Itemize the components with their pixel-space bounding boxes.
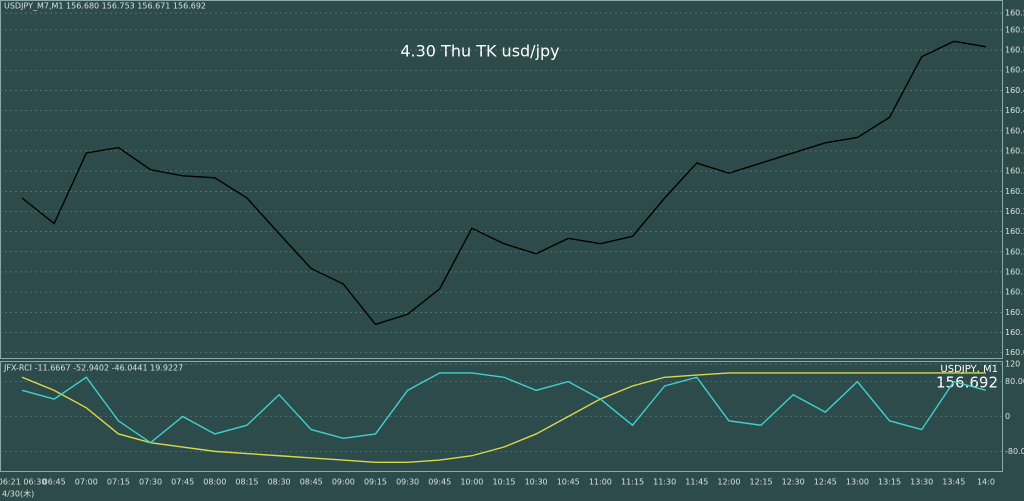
series-line — [21, 40, 987, 326]
y-tick-label: 160.495 — [1005, 66, 1024, 75]
x-tick-label: 07:30 — [139, 478, 162, 487]
x-tick-label: 08:15 — [235, 478, 258, 487]
y-tick-label: 160.525 — [1005, 46, 1024, 55]
x-tick-label: 13:30 — [910, 478, 933, 487]
y-tick-label: 160.225 — [1005, 247, 1024, 256]
x-tick-label: 12:30 — [782, 478, 805, 487]
y-tick-label: 160.075 — [1005, 348, 1024, 357]
symbol-label: USDJPY, M1 — [940, 364, 998, 375]
main-header: USDJPY_M7,M1 156.680 156.753 156.671 156… — [4, 2, 206, 11]
x-tick-label: 06:45 — [43, 478, 66, 487]
x-tick-label: 10:30 — [525, 478, 548, 487]
x-tick-label: 07:00 — [75, 478, 98, 487]
x-tick-label: 10:00 — [460, 478, 483, 487]
series-line — [21, 372, 986, 463]
y-tick-label: 80.0000 — [1005, 377, 1024, 386]
y-tick-label: 160.580 — [1005, 9, 1024, 18]
y-tick-label: 120 — [1005, 360, 1020, 369]
series-line — [21, 372, 987, 444]
x-tick-label: 09:00 — [332, 478, 355, 487]
y-tick-label: 160.465 — [1005, 86, 1024, 95]
y-tick-label: 160.555 — [1005, 25, 1024, 34]
last-price: 156.692 — [936, 374, 998, 392]
x-tick-label: 12:00 — [717, 478, 740, 487]
x-tick-label: 09:45 — [428, 478, 451, 487]
x-tick-label: 13:15 — [878, 478, 901, 487]
x-tick-label: 12:15 — [750, 478, 773, 487]
y-tick-label: 160.165 — [1005, 288, 1024, 297]
x-tick-label: 13:45 — [942, 478, 965, 487]
annotation: 4.30 Thu TK usd/jpy — [400, 42, 559, 61]
y-tick-label: 160.255 — [1005, 227, 1024, 236]
y-tick-label: 160.435 — [1005, 106, 1024, 115]
x-tick-label: 08:45 — [300, 478, 323, 487]
sub-header: JFX-RCI -11.6667 -52.9402 -46.0441 19.92… — [3, 364, 183, 373]
y-tick-label: -80.0000 — [1005, 447, 1024, 456]
x-tick-label: 07:15 — [107, 478, 130, 487]
x-tick-label: 07:45 — [171, 478, 194, 487]
y-tick-label: 160.315 — [1005, 187, 1024, 196]
y-tick-label: 160.405 — [1005, 126, 1024, 135]
y-tick-label: 160.285 — [1005, 207, 1024, 216]
x-tick-label: 09:30 — [396, 478, 419, 487]
y-tick-label: 160.375 — [1005, 146, 1024, 155]
x-tick-label: 11:30 — [653, 478, 676, 487]
x-tick-label: 13:00 — [846, 478, 869, 487]
x-tick-label: 10:15 — [492, 478, 515, 487]
y-tick-label: 160.135 — [1005, 308, 1024, 317]
date-label: 4/30(木) — [2, 489, 34, 499]
x-tick-label: 08:00 — [203, 478, 226, 487]
y-tick-label: 160.195 — [1005, 267, 1024, 276]
x-tick-label: 11:45 — [685, 478, 708, 487]
y-tick-label: 160.345 — [1005, 167, 1024, 176]
x-tick-label: 11:00 — [589, 478, 612, 487]
y-tick-label: 0 — [1005, 412, 1010, 421]
x-tick-label: 14:0 — [977, 478, 995, 487]
x-tick-label: 06:21 06:30 — [0, 478, 46, 487]
main-frame — [0, 0, 1003, 359]
x-tick-label: 09:15 — [364, 478, 387, 487]
x-tick-label: 11:15 — [621, 478, 644, 487]
x-tick-label: 10:45 — [557, 478, 580, 487]
x-tick-label: 12:45 — [814, 478, 837, 487]
y-tick-label: 160.105 — [1005, 328, 1024, 337]
x-tick-label: 08:30 — [268, 478, 291, 487]
